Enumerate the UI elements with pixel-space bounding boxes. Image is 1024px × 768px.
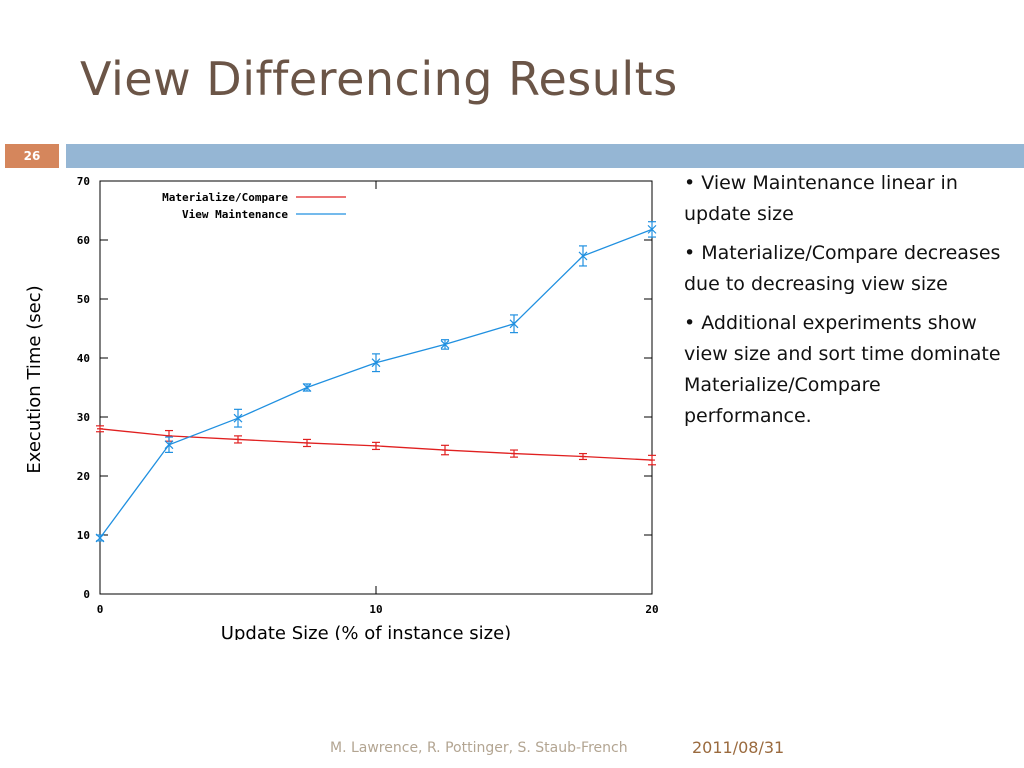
bullet-item: • Materialize/Compare decreases due to d…: [684, 242, 1001, 295]
point-marker: [233, 413, 243, 423]
data-point: [647, 221, 657, 238]
y-tick-label: 50: [77, 293, 90, 306]
x-tick-label: 10: [369, 603, 382, 616]
footer-date: 2011/08/31: [692, 738, 785, 757]
x-tick-label: 20: [645, 603, 658, 616]
footer-authors: M. Lawrence, R. Pottinger, S. Staub-Fren…: [330, 740, 628, 756]
y-tick-label: 20: [77, 470, 90, 483]
line-chart: 0 10 20 30 40 50 60 70 0 10 20 Update Size (% of in…: [24, 175, 659, 640]
data-point: [372, 441, 380, 451]
data-point: [95, 533, 105, 543]
slide-number-badge: 26: [5, 144, 59, 168]
slide-title: View Differencing Results: [80, 52, 678, 106]
data-point: [441, 444, 449, 456]
x-tick-label: 0: [97, 603, 104, 616]
legend-label: View Maintenance: [182, 208, 288, 221]
data-point: [233, 408, 243, 428]
data-point: [509, 314, 519, 334]
point-marker: [371, 358, 381, 368]
bullet-item: • View Maintenance linear in update size: [684, 172, 958, 225]
bullet-list: • View Maintenance linear in update size…: [684, 168, 1014, 440]
point-marker: [578, 251, 588, 261]
data-point: [303, 438, 311, 448]
legend-label: Materialize/Compare: [162, 191, 288, 204]
plot-frame: [99, 180, 653, 595]
data-point: [440, 339, 450, 350]
point-marker: [440, 340, 450, 349]
data-point: [164, 436, 174, 453]
data-point: [510, 449, 518, 458]
data-point: [302, 383, 312, 392]
y-axis-label: Execution Time (sec): [24, 285, 45, 473]
data-point: [578, 245, 588, 267]
y-tick-label: 40: [77, 352, 90, 365]
y-tick-label: 10: [77, 529, 90, 542]
y-tick-label: 70: [77, 175, 90, 188]
point-marker: [509, 319, 519, 329]
series-line: [99, 228, 653, 539]
point-marker: [164, 440, 174, 450]
data-point: [96, 425, 104, 433]
bullet-item: • Additional experiments show view size …: [684, 312, 1001, 427]
point-marker: [95, 533, 105, 543]
data-point: [234, 435, 242, 444]
y-tick-label: 0: [83, 588, 90, 601]
data-point: [648, 454, 656, 466]
data-point: [579, 452, 587, 461]
y-tick-label: 30: [77, 411, 90, 424]
data-point: [371, 353, 381, 373]
point-marker: [647, 224, 657, 234]
x-axis-label: Update Size (% of instance size): [221, 623, 511, 640]
point-marker: [302, 383, 312, 392]
y-tick-label: 60: [77, 234, 90, 247]
accent-bar: [66, 144, 1024, 168]
